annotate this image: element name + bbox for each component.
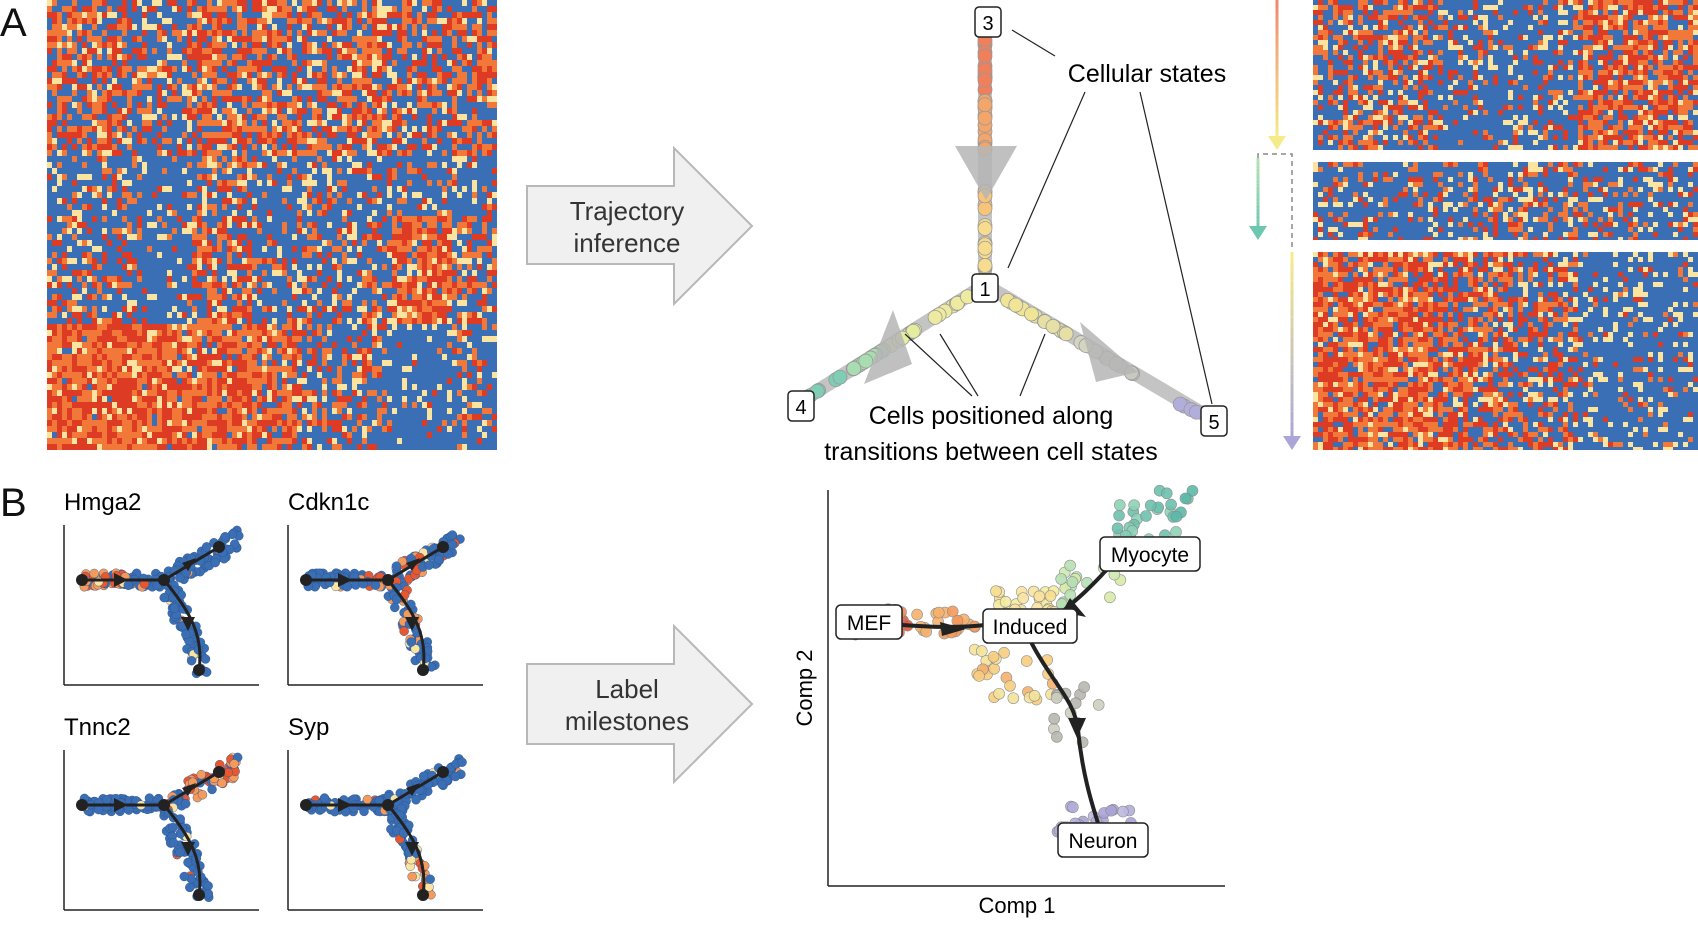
trajectory-tree: 1 3 4 5 Cellular states Cells positioned… — [787, 6, 1228, 466]
trajectory-arrow-label-line2: inference — [574, 228, 681, 258]
ordering-arrows — [1249, 0, 1301, 450]
panel-letter-a: A — [0, 1, 27, 45]
heatmap-right — [1313, 0, 1698, 450]
direction-arrowhead-down — [955, 146, 1017, 200]
milestone-scatter: MEF Induced Myocyte Neuron Comp 1 Comp 2 — [792, 484, 1225, 918]
annotation-cellular-states: Cellular states — [1068, 60, 1226, 88]
annotation-cells-line1: Cells positioned along — [869, 402, 1114, 430]
label-arrow-line2: milestones — [565, 706, 689, 736]
gene-expression-plots — [63, 525, 483, 911]
scatter-ylabel: Comp 2 — [792, 649, 817, 726]
direction-arrowhead-right — [1080, 322, 1138, 382]
trajectory-arrow-label-line1: Trajectory — [570, 196, 685, 226]
milestone-1: 1 — [971, 273, 999, 303]
gene-label-hmga2: Hmga2 — [64, 489, 141, 516]
trajectory-inference-arrow: Trajectory inference — [526, 145, 754, 307]
milestone-label-induced: Induced — [982, 608, 1078, 644]
scatter-xlabel: Comp 1 — [978, 893, 1055, 918]
milestone-label-mef: MEF — [835, 604, 903, 640]
milestone-3: 3 — [974, 6, 1002, 38]
gene-label-syp: Syp — [288, 714, 329, 741]
gene-label-tnnc2: Tnnc2 — [64, 714, 131, 741]
milestone-label-myocyte: Myocyte — [1099, 536, 1201, 572]
panel-letter-b: B — [0, 481, 27, 525]
milestone-5: 5 — [1200, 405, 1228, 437]
milestone-label-neuron: Neuron — [1057, 822, 1149, 858]
label-arrow-line1: Label — [595, 674, 659, 704]
milestone-4: 4 — [787, 390, 815, 422]
heatmap-left — [47, 0, 497, 450]
annotation-cells-line2: transitions between cell states — [824, 438, 1158, 466]
label-milestones-arrow: Label milestones — [526, 623, 754, 785]
direction-arrowhead-left — [864, 310, 912, 384]
trajectory-cells — [802, 32, 1204, 420]
gene-label-cdkn1c: Cdkn1c — [288, 489, 369, 516]
